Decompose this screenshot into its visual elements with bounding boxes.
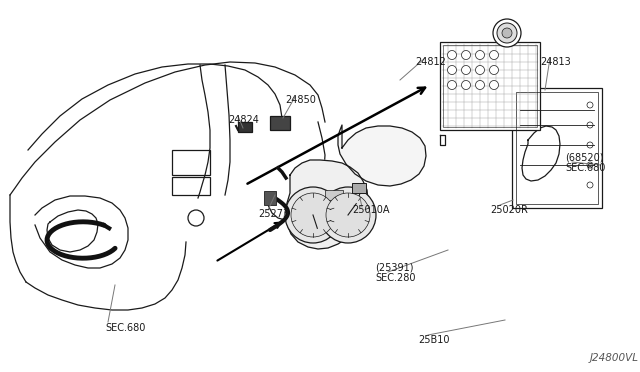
Circle shape (320, 187, 376, 243)
Bar (516, 92, 598, 204)
Circle shape (476, 51, 484, 60)
Circle shape (461, 65, 470, 74)
Text: 25010A: 25010A (352, 205, 390, 215)
Circle shape (326, 193, 370, 237)
Bar (264, 191, 276, 205)
Text: 24812: 24812 (415, 57, 446, 67)
Circle shape (447, 51, 456, 60)
Bar (440, 42, 540, 130)
Text: SEC.280: SEC.280 (375, 273, 415, 283)
Circle shape (188, 210, 204, 226)
Text: 25020R: 25020R (490, 205, 528, 215)
Bar (512, 88, 602, 208)
Text: SEC.680: SEC.680 (105, 323, 145, 333)
Circle shape (447, 65, 456, 74)
Text: 24824: 24824 (228, 115, 259, 125)
Circle shape (285, 187, 341, 243)
Text: J24800VL: J24800VL (590, 353, 639, 363)
Circle shape (447, 80, 456, 90)
Circle shape (497, 23, 517, 43)
Text: 24813: 24813 (540, 57, 571, 67)
Text: (68520): (68520) (565, 153, 604, 163)
Circle shape (493, 19, 521, 47)
Circle shape (490, 80, 499, 90)
Text: 24850: 24850 (285, 95, 316, 105)
Circle shape (490, 65, 499, 74)
Bar (443, 45, 537, 127)
Text: (25391): (25391) (375, 263, 413, 273)
Circle shape (502, 28, 512, 38)
Circle shape (490, 51, 499, 60)
Bar (238, 122, 252, 132)
Circle shape (476, 80, 484, 90)
Polygon shape (338, 125, 426, 186)
Circle shape (291, 193, 335, 237)
Text: SEC.680: SEC.680 (565, 163, 605, 173)
Polygon shape (286, 160, 368, 249)
Bar (352, 183, 366, 193)
Bar (172, 150, 210, 175)
Circle shape (461, 80, 470, 90)
Bar (325, 190, 343, 200)
Text: 25B10: 25B10 (418, 335, 449, 345)
Polygon shape (522, 126, 560, 181)
Bar (172, 177, 210, 195)
Bar (270, 116, 290, 130)
Circle shape (476, 65, 484, 74)
Circle shape (461, 51, 470, 60)
Text: 25273: 25273 (258, 209, 289, 219)
